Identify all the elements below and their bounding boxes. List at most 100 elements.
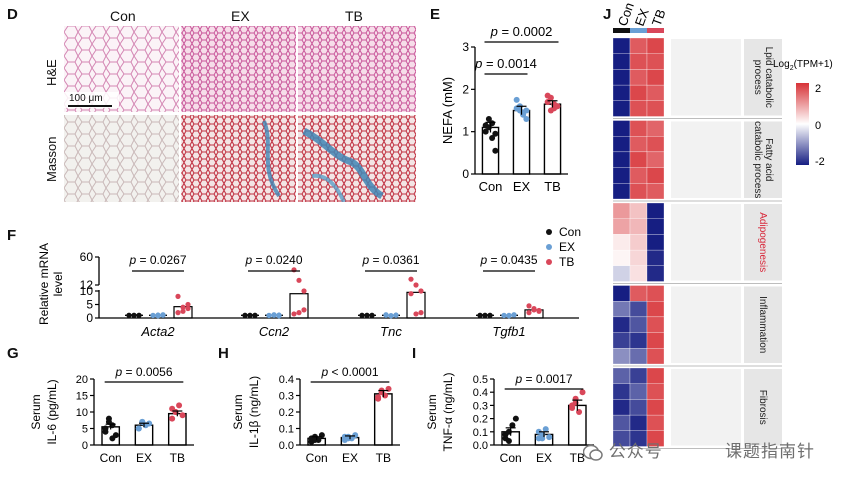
heatmap-cell	[612, 234, 631, 251]
heatmap-cell	[629, 120, 648, 137]
heatmap-cell	[646, 316, 665, 333]
heatmap-cell	[612, 301, 631, 318]
heatmap-cell	[629, 202, 648, 219]
data-point	[536, 307, 542, 314]
heatmap-cell	[629, 249, 648, 266]
masson-ex-image	[181, 115, 296, 202]
y-tick-label: 0.2	[473, 414, 488, 426]
legend-marker	[546, 244, 552, 250]
heatmap-cell	[646, 234, 665, 251]
heatmap-cell	[629, 285, 648, 302]
heatmap-cell	[629, 265, 648, 282]
data-point	[579, 389, 586, 396]
data-point	[247, 312, 253, 318]
y-tick-label: 0.1	[473, 427, 488, 439]
heatmap-cell	[646, 285, 665, 302]
watermark-right: 课题指南针	[725, 442, 815, 461]
histology-grid	[64, 26, 416, 202]
panel-label-g: G	[7, 345, 19, 362]
heatmap-cell	[646, 100, 665, 117]
gene-label: Tgfb1	[492, 324, 525, 339]
group-label-box	[744, 369, 782, 446]
gene-label-box	[671, 121, 741, 198]
heatmap-cell	[612, 183, 631, 200]
group-label-box	[744, 286, 782, 363]
x-tick-label: Con	[100, 451, 122, 465]
heatmap-cell	[612, 218, 631, 235]
heatmap-cell	[629, 183, 648, 200]
y-tick-label: 0.2	[279, 407, 294, 419]
data-point	[135, 425, 142, 432]
legend-label: Con	[559, 226, 581, 239]
data-point	[408, 291, 414, 297]
data-point	[352, 432, 359, 439]
y-tick-label: 0	[82, 440, 88, 452]
heatmap-cell	[612, 249, 631, 266]
heatmap-cell	[629, 399, 648, 416]
legend-label: EX	[559, 240, 575, 254]
y-tick-label: 0.3	[279, 391, 294, 403]
data-point	[502, 431, 509, 438]
heatmap-cell	[646, 301, 665, 318]
heatmap-cell	[612, 367, 631, 384]
panel-label-f: F	[7, 227, 17, 244]
group-label: Inflammation	[757, 296, 768, 353]
watermark: 公众号	[582, 437, 673, 463]
y-tick-label: 10	[80, 284, 94, 298]
data-point	[523, 107, 530, 114]
data-point	[535, 428, 542, 435]
data-point	[126, 312, 132, 318]
heatmap-cell	[612, 151, 631, 168]
group-label: Lpid catabolicprocess	[752, 47, 774, 108]
data-point	[393, 312, 399, 318]
data-point	[102, 425, 109, 432]
data-point	[526, 310, 532, 316]
histo-col-tb: TB	[345, 8, 363, 24]
y-tick-label: 0.4	[279, 374, 294, 386]
column-color-bar	[647, 28, 664, 33]
data-point	[506, 313, 512, 319]
data-point	[185, 305, 191, 312]
masson-tb-image	[298, 115, 416, 202]
heatmap-cell	[629, 136, 648, 153]
he-ex-image	[181, 26, 296, 112]
data-point	[413, 282, 419, 288]
x-tick-label: Con	[500, 451, 522, 465]
y-tick-label: 0.4	[473, 387, 488, 399]
data-point	[513, 96, 520, 103]
heatmap-cell	[612, 69, 631, 86]
column-color-bar	[630, 28, 647, 33]
legend-marker	[546, 259, 552, 265]
data-point	[408, 276, 414, 282]
heatmap-cell	[629, 37, 648, 54]
heatmap-cell	[629, 348, 648, 365]
panel-label-i: I	[412, 345, 417, 362]
data-point	[505, 438, 512, 445]
legend-label: TB	[559, 255, 574, 269]
masson-ex-collagen	[262, 120, 281, 198]
data-point	[252, 312, 258, 318]
heatmap-cell	[629, 151, 648, 168]
data-point	[291, 267, 297, 273]
heatmap-cell	[646, 332, 665, 349]
heatmap-cell	[612, 53, 631, 70]
data-point	[523, 115, 530, 122]
data-point	[185, 301, 191, 308]
data-point	[542, 426, 549, 433]
chart-i: 0.00.10.2 0.30.40.5 Serum TNF-α (ng/mL) Con E…	[425, 372, 594, 465]
heatmap-cell	[646, 167, 665, 184]
p-value-label: p = 0.0361	[361, 253, 419, 267]
y-tick-label: 0.0	[279, 440, 294, 452]
data-point	[383, 312, 389, 318]
gene-label: Acta2	[140, 324, 175, 339]
heatmap-cell	[629, 69, 648, 86]
x-tick-label: EX	[136, 451, 152, 465]
data-point	[509, 422, 516, 429]
data-point	[266, 312, 272, 318]
data-point	[477, 312, 483, 318]
y-tick-label: 0	[86, 311, 93, 325]
data-point	[413, 311, 419, 317]
panel-label-e: E	[430, 6, 441, 23]
heatmap-cell	[646, 202, 665, 219]
